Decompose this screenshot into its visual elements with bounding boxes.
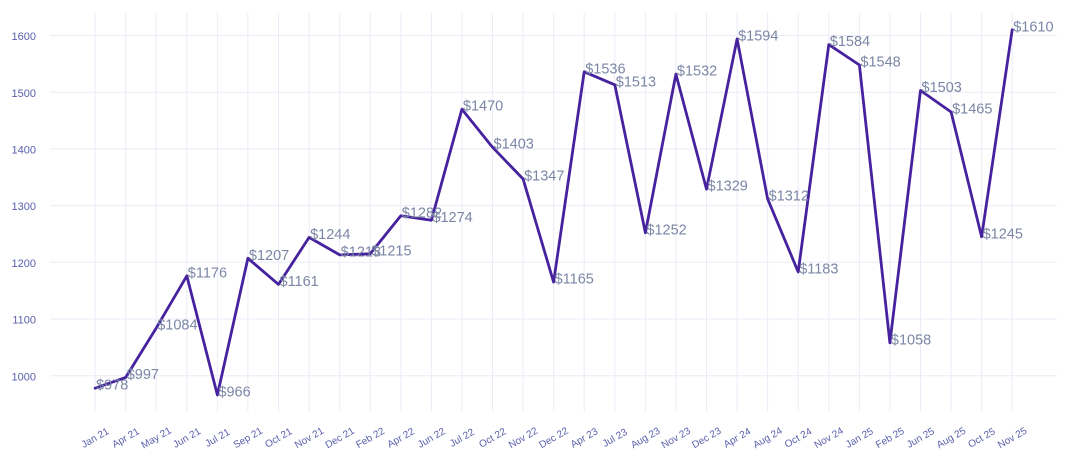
- svg-text:$1532: $1532: [677, 64, 717, 80]
- svg-text:$1213: $1213: [341, 244, 381, 260]
- svg-text:$1058: $1058: [891, 332, 931, 348]
- svg-text:1000: 1000: [12, 371, 36, 383]
- svg-text:$1503: $1503: [922, 80, 962, 96]
- svg-text:$1536: $1536: [585, 61, 625, 77]
- svg-text:$1183: $1183: [799, 261, 838, 277]
- svg-text:$1161: $1161: [280, 274, 319, 290]
- svg-text:$1245: $1245: [983, 226, 1023, 242]
- svg-text:$1282: $1282: [402, 205, 442, 221]
- svg-text:$1548: $1548: [860, 55, 900, 71]
- svg-text:$1465: $1465: [952, 102, 992, 118]
- svg-text:$1274: $1274: [432, 210, 472, 226]
- svg-text:$1252: $1252: [646, 222, 686, 238]
- svg-text:$1207: $1207: [249, 248, 289, 264]
- svg-text:$1584: $1584: [830, 34, 870, 50]
- svg-text:1600: 1600: [12, 31, 36, 43]
- svg-text:$1470: $1470: [463, 99, 503, 115]
- svg-text:$997: $997: [127, 367, 159, 383]
- svg-text:1200: 1200: [12, 258, 36, 270]
- svg-text:$1403: $1403: [494, 137, 534, 153]
- svg-text:$1594: $1594: [738, 28, 778, 44]
- svg-text:1500: 1500: [12, 88, 36, 100]
- svg-text:$1215: $1215: [371, 243, 411, 259]
- svg-text:1400: 1400: [12, 145, 36, 157]
- svg-text:$966: $966: [218, 385, 250, 401]
- svg-text:$1312: $1312: [769, 188, 809, 204]
- svg-text:$978: $978: [96, 378, 128, 394]
- svg-text:$1513: $1513: [616, 74, 656, 90]
- svg-text:$1610: $1610: [1013, 19, 1053, 35]
- svg-text:$1176: $1176: [188, 265, 227, 281]
- svg-text:$1244: $1244: [310, 227, 350, 243]
- svg-text:1300: 1300: [12, 201, 36, 213]
- svg-text:$1165: $1165: [555, 272, 594, 288]
- svg-text:$1329: $1329: [708, 179, 748, 195]
- svg-text:1100: 1100: [12, 315, 36, 327]
- svg-text:$1347: $1347: [524, 169, 564, 185]
- svg-text:$1084: $1084: [157, 318, 197, 334]
